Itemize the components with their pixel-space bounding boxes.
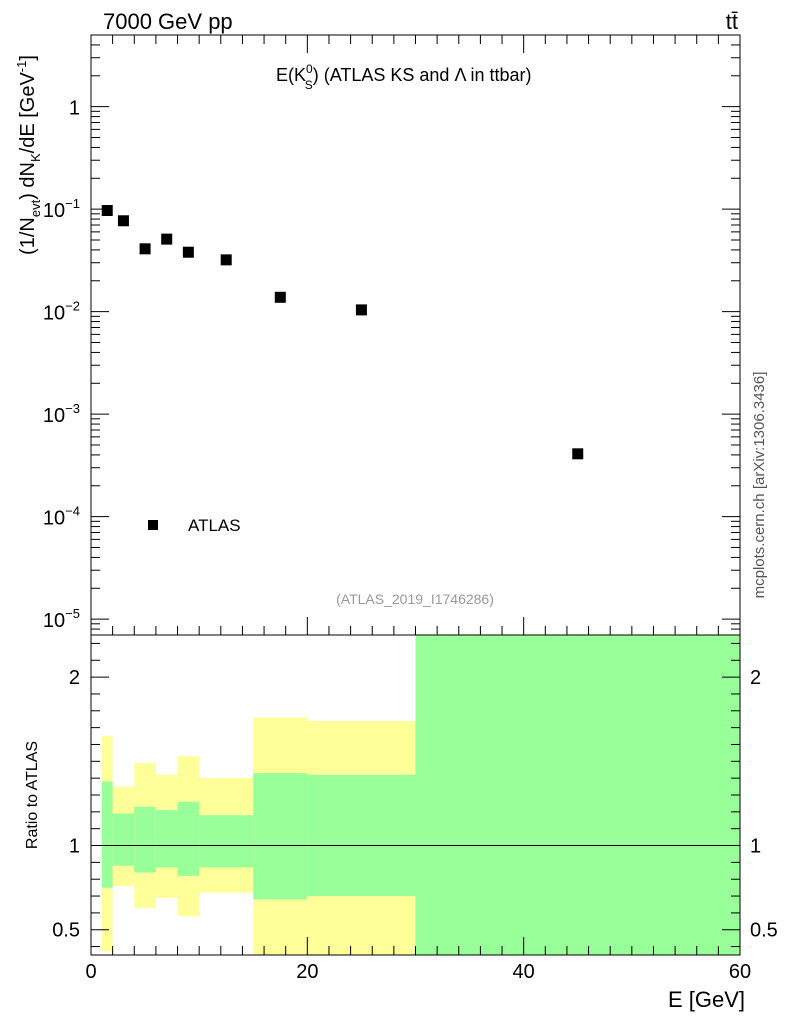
x-tick-label: 40	[513, 961, 535, 983]
inner-band	[112, 813, 135, 866]
side-source-label: mcplots.cern.ch [arXiv:1306.3436]	[751, 372, 768, 599]
data-point	[355, 304, 367, 316]
main-y-axis-label: (1/Nevt) dNK/dE [GeV-1]	[14, 55, 43, 255]
main-y-tick-label: 10−1	[43, 196, 80, 222]
ratio-y-tick-label-right: 2	[750, 667, 761, 689]
data-point	[182, 246, 194, 258]
data-point	[220, 254, 232, 266]
atlas-data-points	[101, 204, 584, 460]
main-y-tick-labels: 1 10−1 10−2 10−3 10−4 10−5	[43, 98, 80, 632]
inner-band	[177, 801, 200, 876]
legend-marker	[148, 520, 158, 530]
inner-band	[307, 774, 416, 897]
x-tick-label: 60	[729, 961, 751, 983]
inner-band	[101, 781, 113, 888]
inner-band	[155, 810, 178, 868]
x-tick-label: 0	[85, 961, 96, 983]
ratio-y-tick-label-right: 0.5	[750, 920, 778, 942]
inner-band	[253, 773, 308, 900]
ratio-y-tick-label-right: 1	[750, 836, 761, 858]
main-y-tick-label: 10−3	[43, 401, 80, 427]
inner-band	[134, 806, 156, 873]
data-point	[161, 233, 173, 245]
main-y-tick-label: 10−2	[43, 299, 80, 325]
inner-band	[199, 815, 254, 868]
main-axis-ticks	[90, 34, 741, 636]
ratio-tick-labels: 0.5 0.51 12 20 20 40 60	[52, 667, 778, 983]
legend-label: ATLAS	[188, 516, 241, 535]
data-point	[101, 204, 113, 216]
chart-title: E(K0 S) (ATLAS KS and Λ in ttbar)	[276, 62, 532, 92]
inner-band	[415, 635, 740, 955]
ratio-panel: 0.5 0.51 12 20 20 40 60 Ratio to ATLAS E [GeV]	[24, 634, 778, 1012]
data-point	[274, 291, 286, 303]
ratio-axis-ticks	[90, 642, 741, 955]
analysis-watermark: (ATLAS_2019_I1746286)	[336, 591, 494, 607]
main-panel: 1 10−1 10−2 10−3 10−4 10−5 E(K0 S) (ATLAS KS a…	[14, 34, 741, 636]
ratio-y-axis-label: Ratio to ATLAS	[24, 741, 41, 849]
header-process-label: tt̄	[726, 9, 738, 34]
data-point	[139, 243, 151, 255]
data-point	[572, 448, 584, 460]
x-tick-label: 20	[296, 961, 318, 983]
ratio-uncertainty-bands	[101, 635, 740, 955]
data-point	[117, 215, 129, 227]
main-y-tick-label: 10−4	[43, 504, 80, 530]
ratio-y-tick-label-left: 0.5	[52, 920, 80, 942]
main-y-tick-label: 1	[69, 98, 80, 120]
ratio-y-tick-label-left: 2	[69, 667, 80, 689]
header-energy-label: 7000 GeV pp	[103, 9, 233, 34]
main-y-tick-label: 10−5	[43, 606, 80, 632]
x-axis-label: E [GeV]	[668, 987, 745, 1012]
ratio-y-tick-label-left: 1	[69, 836, 80, 858]
